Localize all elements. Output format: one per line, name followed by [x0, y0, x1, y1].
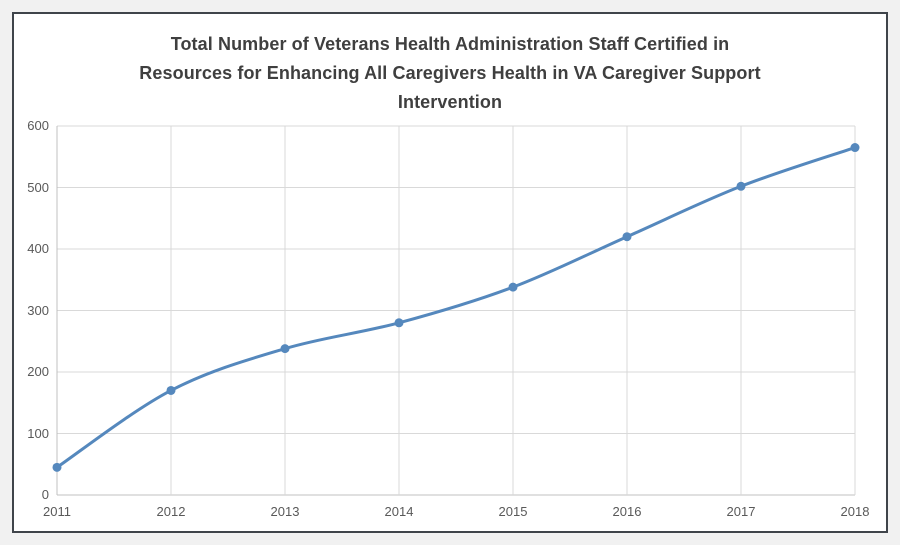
- data-point-2017: [736, 181, 746, 191]
- y-axis-tick-label-0: 0: [41, 487, 49, 502]
- line-chart-plot-area: [52, 125, 860, 496]
- chart-title-line-2: Resources for Enhancing All Caregivers H…: [139, 63, 761, 83]
- x-axis-tick-label-2017: 2017: [726, 504, 756, 519]
- x-axis-tick-label-2014: 2014: [384, 504, 414, 519]
- x-axis-tick-label-2012: 2012: [156, 504, 186, 519]
- y-axis-tick-label-500: 500: [27, 179, 49, 195]
- chart-frame: Total Number of Veterans Health Administ…: [12, 12, 888, 533]
- x-axis-tick-label-2013: 2013: [270, 504, 300, 519]
- x-axis-tick-label-2015: 2015: [498, 504, 528, 519]
- data-point-2012: [166, 385, 176, 395]
- data-point-2015: [508, 282, 518, 292]
- y-axis-tick-label-300: 300: [27, 302, 49, 318]
- y-axis-tick-label-400: 400: [27, 241, 49, 256]
- chart-title: Total Number of Veterans Health Administ…: [14, 30, 886, 117]
- data-line: [55, 146, 857, 469]
- chart-title-line-3: Intervention: [397, 92, 503, 112]
- data-point-2014: [394, 318, 404, 328]
- x-axis-tick-label-2011: 2011: [43, 504, 71, 519]
- y-axis-tick-label-100: 100: [27, 425, 49, 441]
- y-axis-tick-label-200: 200: [27, 364, 49, 379]
- data-point-2016: [622, 232, 632, 242]
- x-axis-tick-label-2016: 2016: [612, 504, 642, 519]
- chart-title-line-1: Total Number of Veterans Health Administ…: [170, 34, 730, 54]
- x-axis-tick-label-2018: 2018: [840, 504, 870, 519]
- data-point-2018: [850, 143, 860, 153]
- y-axis-tick-label-600: 600: [27, 118, 49, 133]
- data-point-2011: [52, 462, 62, 472]
- data-point-2013: [280, 344, 290, 354]
